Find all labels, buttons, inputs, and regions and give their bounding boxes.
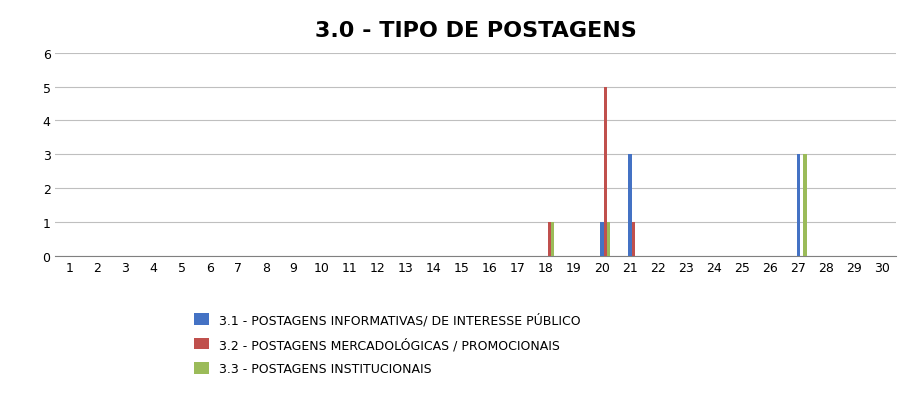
Bar <box>607 222 611 256</box>
Bar <box>548 222 551 256</box>
Title: 3.0 - TIPO DE POSTAGENS: 3.0 - TIPO DE POSTAGENS <box>315 21 637 41</box>
Bar <box>601 222 603 256</box>
Bar <box>551 222 554 256</box>
Bar <box>803 155 807 256</box>
Bar <box>796 155 800 256</box>
Bar <box>603 88 607 256</box>
Bar <box>632 222 635 256</box>
Legend: 3.1 - POSTAGENS INFORMATIVAS/ DE INTERESSE PÚBLICO, 3.2 - POSTAGENS MERCADOLÓGIC: 3.1 - POSTAGENS INFORMATIVAS/ DE INTERES… <box>188 307 587 382</box>
Bar <box>628 155 632 256</box>
